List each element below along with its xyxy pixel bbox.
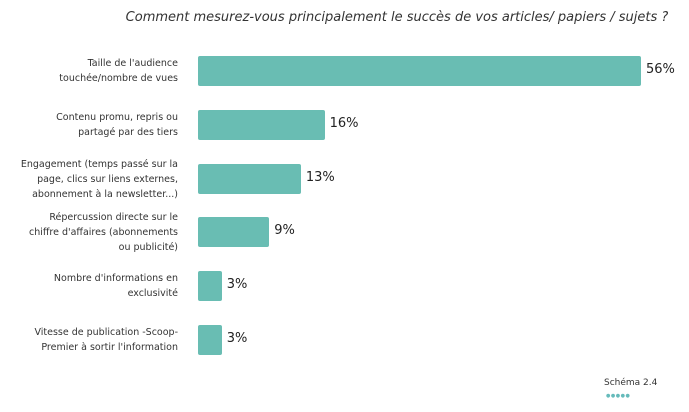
caption: Schéma 2.4	[604, 378, 658, 388]
bar	[198, 164, 301, 194]
data-label: 3%	[226, 331, 248, 346]
category-label: Répercussion directe sur le chiffre d'aff…	[28, 211, 178, 253]
bar	[198, 217, 270, 247]
bar	[198, 110, 325, 140]
category-label: Vitesse de publication -Scoop- Premier à …	[34, 327, 178, 353]
data-label: 3%	[226, 277, 248, 292]
category-label: Contenu promu, repris ou partagé par des …	[56, 112, 178, 138]
category-label: Nombre d'informations en exclusivité	[53, 273, 178, 299]
bar	[198, 271, 222, 301]
category-label: Taille de l'audience touchée/nombre de vu…	[59, 58, 178, 84]
bar	[198, 56, 641, 86]
data-label: 16%	[329, 116, 359, 131]
chart-title: Comment mesurez-vous principalement le s…	[125, 10, 669, 25]
data-label: 9%	[274, 223, 295, 238]
cision-logo: ●●●●●	[606, 393, 631, 399]
data-label: 13%	[305, 170, 335, 185]
category-label: Engagement (temps passé sur la page, clic…	[20, 158, 178, 200]
bar	[198, 325, 222, 355]
data-label: 56%	[646, 62, 675, 77]
